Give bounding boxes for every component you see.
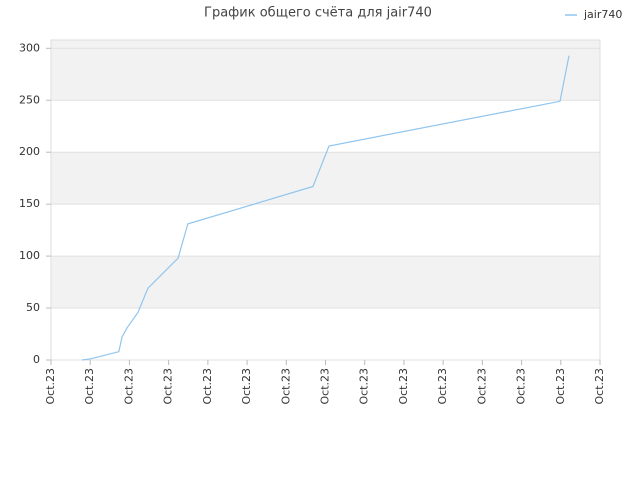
x-tick-label: Oct.23 [593, 368, 606, 405]
y-tick-label: 200 [19, 145, 40, 158]
chart-title: График общего счёта для jair740 [204, 6, 432, 21]
x-tick-label: Oct.23 [122, 368, 135, 405]
y-tick-label: 250 [19, 93, 40, 106]
grid-band [51, 256, 600, 309]
x-tick-label: Oct.23 [436, 368, 449, 405]
line [81, 55, 570, 361]
grid-band [51, 40, 600, 49]
x-tick-label: Oct.23 [279, 368, 292, 405]
y-tick-label: 0 [33, 353, 40, 366]
x-tick-label: Oct.23 [83, 368, 96, 405]
x-tick-label: Oct.23 [358, 368, 371, 405]
x-tick-label: Oct.23 [397, 368, 410, 405]
x-tick-label: Oct.23 [319, 368, 332, 405]
legend-label: jair740 [583, 8, 622, 21]
x-tick-label: Oct.23 [201, 368, 214, 405]
y-tick-label: 150 [19, 197, 40, 210]
grid-band [51, 48, 600, 101]
grid-band [51, 152, 600, 205]
x-tick-label: Oct.23 [44, 368, 57, 405]
x-tick-label: Oct.23 [240, 368, 253, 405]
y-tick-label: 50 [26, 301, 40, 314]
x-tick-label: Oct.23 [475, 368, 488, 405]
x-tick-label: Oct.23 [554, 368, 567, 405]
x-tick-label: Oct.23 [162, 368, 175, 405]
y-tick-label: 100 [19, 249, 40, 262]
y-tick-label: 300 [19, 41, 40, 54]
x-tick-label: Oct.23 [515, 368, 528, 405]
